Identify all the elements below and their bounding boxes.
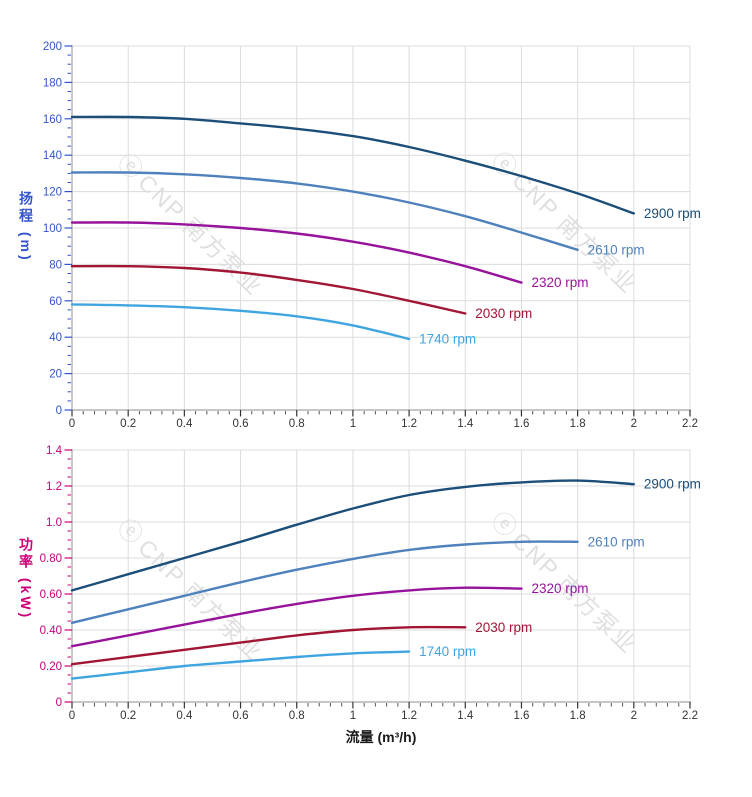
curve-2900-rpm: [70, 479, 635, 592]
y-tick-label: 20: [49, 369, 62, 381]
x-tick-label: 0: [69, 710, 75, 722]
x-tick-label: 2.2: [682, 418, 698, 430]
y-tick-label: 40: [49, 332, 62, 344]
curve-label-2900-rpm: 2900 rpm: [644, 206, 701, 221]
x-tick-label: 1: [350, 418, 356, 430]
curve-2610-rpm: [70, 540, 579, 624]
x-tick-label: 0.6: [233, 418, 249, 430]
x-tick-label: 1.2: [401, 710, 417, 722]
x-tick-label: 0.8: [289, 710, 305, 722]
curve-2900-rpm: [70, 115, 635, 215]
y-tick-label: 100: [43, 223, 62, 235]
y-tick-label: 160: [43, 114, 62, 126]
x-tick-label: 1.2: [401, 418, 417, 430]
x-tick-label: 1.4: [457, 710, 474, 722]
y-tick-label: 0.20: [40, 661, 62, 673]
x-tick-label: 1: [350, 710, 356, 722]
y-tick-label: 140: [43, 150, 62, 162]
x-tick-label: 0.8: [289, 418, 305, 430]
y-tick-label: 200: [43, 41, 62, 53]
y-tick-label: 60: [49, 296, 62, 308]
x-tick-label: 1.6: [513, 710, 529, 722]
x-tick-label: 2.2: [682, 710, 698, 722]
flow-x-axis-title: 流量 (m³/h): [345, 729, 417, 745]
curve-2320-rpm: [70, 586, 523, 648]
x-tick-label: 2: [631, 710, 637, 722]
y-tick-label: 1.4: [46, 445, 63, 457]
x-tick-label: 0.4: [176, 710, 193, 722]
head-y-axis-title: 扬程 (m): [18, 191, 34, 263]
curve-label-1740-rpm: 1740 rpm: [419, 644, 476, 659]
y-tick-label: 0.40: [40, 625, 62, 637]
power-y-axis-title: 功率 (kW): [18, 537, 34, 621]
curve-label-2610-rpm: 2610 rpm: [588, 242, 645, 257]
x-tick-label: 1.8: [570, 710, 586, 722]
y-tick-label: 120: [43, 187, 62, 199]
curve-label-2320-rpm: 2320 rpm: [531, 581, 588, 596]
x-tick-label: 0.2: [120, 418, 136, 430]
x-tick-label: 0: [69, 418, 75, 430]
x-tick-label: 0.2: [120, 710, 136, 722]
x-tick-label: 2: [631, 418, 637, 430]
curve-label-2900-rpm: 2900 rpm: [644, 477, 701, 492]
x-tick-label: 1.8: [570, 418, 586, 430]
x-tick-label: 0.4: [176, 418, 193, 430]
curve-1740-rpm: [70, 303, 411, 341]
curve-2320-rpm: [70, 221, 523, 284]
y-tick-label: 1.0: [46, 517, 62, 529]
curve-label-1740-rpm: 1740 rpm: [419, 332, 476, 347]
curve-2030-rpm: [70, 625, 467, 666]
x-tick-label: 1.4: [457, 418, 474, 430]
y-tick-label: 80: [49, 259, 62, 271]
y-tick-label: 180: [43, 77, 62, 89]
curve-2610-rpm: [70, 171, 579, 251]
y-tick-label: 0: [56, 697, 62, 709]
x-tick-label: 1.6: [513, 418, 529, 430]
x-tick-label: 0.6: [233, 710, 249, 722]
curve-label-2030-rpm: 2030 rpm: [475, 306, 532, 321]
curve-2030-rpm: [70, 264, 467, 315]
y-tick-label: 0.80: [40, 553, 62, 565]
curve-label-2030-rpm: 2030 rpm: [475, 620, 532, 635]
curve-label-2610-rpm: 2610 rpm: [588, 534, 645, 549]
curve-label-2320-rpm: 2320 rpm: [531, 275, 588, 290]
y-tick-label: 1.2: [46, 481, 62, 493]
y-tick-label: 0: [56, 405, 62, 417]
curve-1740-rpm: [70, 650, 411, 680]
y-tick-label: 0.60: [40, 589, 62, 601]
